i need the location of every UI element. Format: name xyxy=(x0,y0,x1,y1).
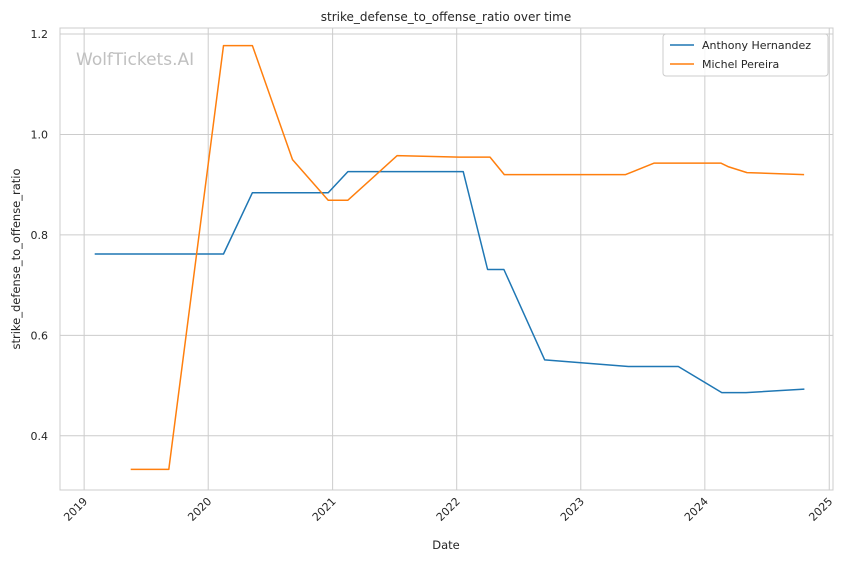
watermark: WolfTickets.AI xyxy=(76,50,194,70)
series-line-michel-pereira xyxy=(130,44,805,471)
chart-title: strike_defense_to_offense_ratio over tim… xyxy=(321,10,571,24)
legend-label-michel-pereira: Michel Pereira xyxy=(702,58,779,71)
legend: Anthony Hernandez Michel Pereira xyxy=(662,33,829,77)
y-axis-label: strike_defense_to_offense_ratio xyxy=(9,168,23,349)
y-tick-label: 0.8 xyxy=(31,229,49,242)
legend-box xyxy=(662,33,829,77)
x-axis-label: Date xyxy=(432,538,460,552)
y-tick-label: 0.4 xyxy=(31,430,49,443)
y-tick-label: 1.2 xyxy=(31,28,49,41)
series-line-anthony-hernandez xyxy=(94,170,805,394)
plot-frame xyxy=(59,27,834,491)
y-tick-label: 1.0 xyxy=(31,128,49,141)
grid xyxy=(60,28,833,490)
series-group xyxy=(94,44,805,471)
legend-label-anthony-hernandez: Anthony Hernandez xyxy=(702,39,811,52)
y-tick-label: 0.6 xyxy=(31,329,49,342)
